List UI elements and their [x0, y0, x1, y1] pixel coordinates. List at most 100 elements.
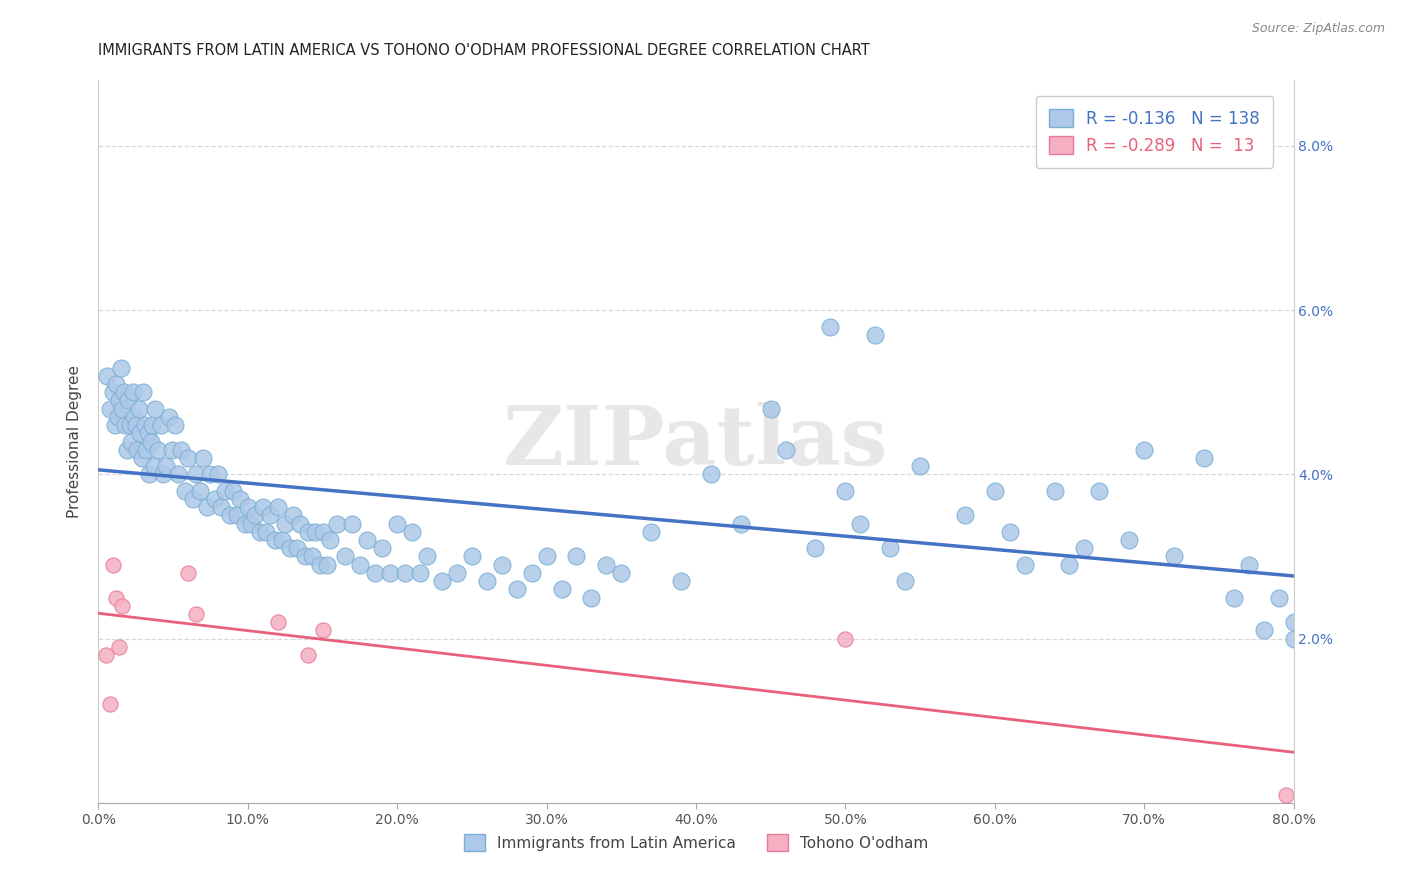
Point [188, 483, 211, 498]
Point [118, 418, 141, 433]
Point [1237, 558, 1260, 572]
Point [430, 574, 453, 588]
Point [461, 549, 484, 564]
Point [155, 459, 177, 474]
Point [94, 648, 117, 662]
Point [267, 615, 290, 630]
Point [117, 393, 139, 408]
Point [301, 549, 323, 564]
Point [139, 434, 162, 449]
Point [506, 582, 529, 597]
Point [297, 648, 319, 662]
Point [121, 385, 143, 400]
Point [219, 508, 242, 523]
Point [259, 508, 281, 523]
Point [233, 516, 256, 531]
Point [364, 566, 387, 580]
Point [834, 483, 856, 498]
Point [274, 516, 297, 531]
Point [197, 500, 219, 515]
Point [304, 524, 326, 539]
Point [536, 549, 558, 564]
Point [143, 401, 166, 416]
Point [356, 533, 378, 547]
Point [804, 541, 827, 556]
Point [129, 426, 152, 441]
Point [127, 442, 149, 457]
Point [271, 533, 294, 547]
Point [998, 524, 1021, 539]
Point [142, 459, 165, 474]
Point [254, 524, 277, 539]
Point [1088, 483, 1111, 498]
Point [285, 541, 308, 556]
Point [311, 524, 333, 539]
Point [204, 491, 226, 506]
Point [1059, 558, 1081, 572]
Text: ZIPatlas: ZIPatlas [503, 401, 889, 482]
Point [114, 418, 136, 433]
Point [184, 607, 207, 621]
Point [385, 516, 409, 531]
Text: Source: ZipAtlas.com: Source: ZipAtlas.com [1251, 22, 1385, 36]
Point [163, 418, 186, 433]
Point [105, 591, 128, 605]
Point [1282, 632, 1305, 646]
Point [446, 566, 468, 580]
Point [879, 541, 901, 556]
Point [316, 558, 339, 572]
Point [108, 640, 131, 654]
Point [326, 516, 349, 531]
Point [96, 368, 118, 383]
Point [124, 409, 146, 424]
Point [177, 450, 200, 465]
Point [311, 624, 333, 638]
Point [245, 508, 267, 523]
Point [134, 418, 156, 433]
Point [200, 467, 222, 482]
Point [640, 524, 662, 539]
Point [394, 566, 416, 580]
Point [595, 558, 617, 572]
Point [152, 467, 174, 482]
Point [141, 418, 163, 433]
Point [115, 442, 138, 457]
Point [128, 401, 150, 416]
Point [191, 450, 214, 465]
Point [1014, 558, 1036, 572]
Point [349, 558, 371, 572]
Point [281, 508, 304, 523]
Point [157, 409, 180, 424]
Point [416, 549, 439, 564]
Point [834, 632, 856, 646]
Point [565, 549, 588, 564]
Point [207, 467, 229, 482]
Point [288, 516, 311, 531]
Point [111, 599, 134, 613]
Point [550, 582, 572, 597]
Point [184, 467, 207, 482]
Point [953, 508, 976, 523]
Point [278, 541, 301, 556]
Point [775, 442, 797, 457]
Point [166, 467, 188, 482]
Point [136, 426, 159, 441]
Point [226, 508, 249, 523]
Point [107, 409, 129, 424]
Point [209, 500, 232, 515]
Point [229, 491, 252, 506]
Point [108, 393, 131, 408]
Point [252, 500, 274, 515]
Point [669, 574, 692, 588]
Point [491, 558, 513, 572]
Text: IMMIGRANTS FROM LATIN AMERICA VS TOHONO O'ODHAM PROFESSIONAL DEGREE CORRELATION : IMMIGRANTS FROM LATIN AMERICA VS TOHONO … [98, 44, 870, 58]
Point [610, 566, 633, 580]
Point [1163, 549, 1185, 564]
Point [135, 442, 157, 457]
Point [263, 533, 285, 547]
Point [120, 434, 142, 449]
Point [132, 385, 155, 400]
Point [759, 401, 782, 416]
Point [342, 516, 364, 531]
Point [908, 459, 931, 474]
